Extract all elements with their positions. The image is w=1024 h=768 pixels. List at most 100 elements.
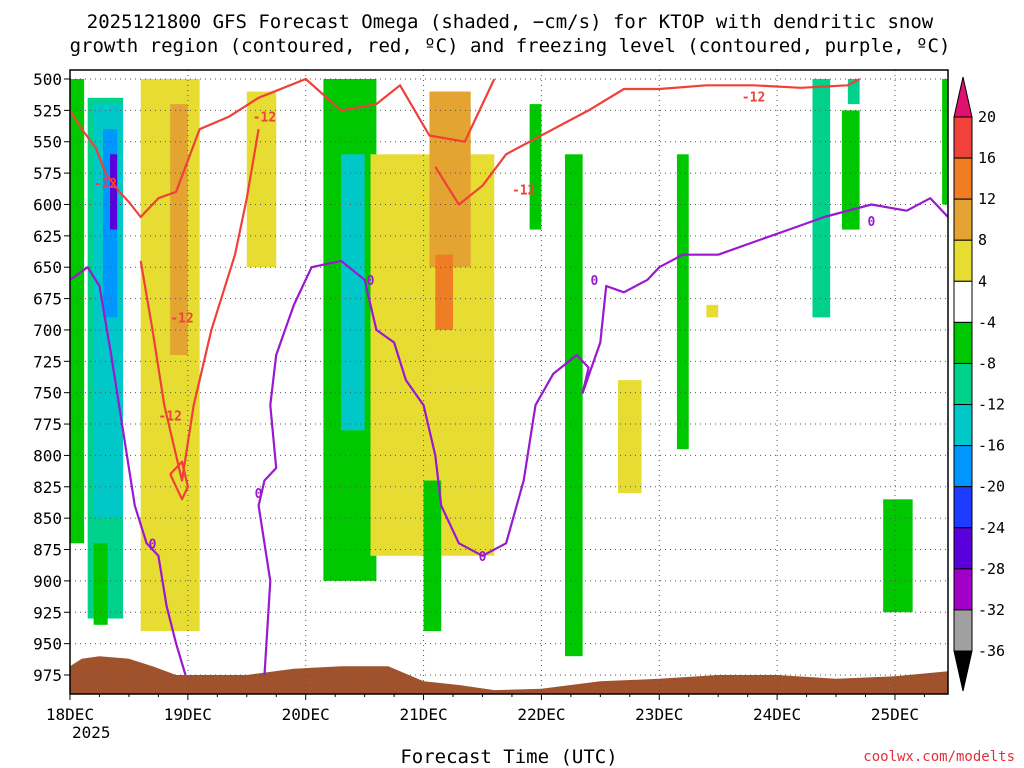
plot-area: -12 -12 -12 -12 -12 -12 0 0 0 0 0 0 (69, 69, 949, 695)
contour-label: 0 (255, 487, 263, 502)
colorbar: 20 16 12 8 4 -4 -8 -12 -16 -20 -24 -28 -32 -36 (953, 76, 1005, 692)
contour-label: -12 (94, 177, 117, 192)
omega-region-15 (529, 104, 542, 230)
colorbar-bin (953, 116, 973, 159)
omega-region-14 (423, 480, 442, 632)
contour-label: 0 (867, 215, 875, 230)
gridlines (70, 70, 948, 694)
y-tick-label: 950 (33, 635, 62, 654)
omega-region-19 (812, 79, 831, 318)
x-tick-label: 21DEC (399, 705, 447, 724)
contour-label: 0 (367, 274, 375, 289)
omega-region-22 (883, 499, 913, 613)
omega-region-8 (246, 91, 277, 268)
colorbar-bin (953, 321, 973, 364)
y-tick-label: 825 (33, 478, 62, 497)
omega-shading (70, 79, 948, 657)
x-tick-label: 25DEC (871, 705, 919, 724)
x-tick-label: 20DEC (282, 705, 330, 724)
colorbar-bin (953, 486, 973, 529)
colorbar-label: 4 (978, 272, 987, 290)
red-contour-0 (70, 77, 496, 219)
colorbar-label: 20 (978, 108, 996, 126)
red-contour-2 (139, 129, 260, 482)
y-tick-label: 900 (33, 572, 62, 591)
omega-region-13 (435, 254, 454, 330)
y-tick-label: 500 (33, 70, 62, 89)
x-tick-label: 19DEC (164, 705, 212, 724)
colorbar-bin (953, 568, 973, 611)
y-tick-label: 575 (33, 164, 62, 183)
colorbar-label: -16 (978, 437, 1005, 455)
y-tick-label: 550 (33, 133, 62, 152)
colorbar-label: -4 (978, 313, 996, 331)
contour-label: -12 (158, 409, 181, 424)
y-tick-label: 625 (33, 227, 62, 246)
y-tick-label: 700 (33, 321, 62, 340)
omega-region-17 (618, 380, 642, 494)
chart-title-line-2: growth region (contoured, red, ºC) and f… (70, 35, 951, 57)
dendritic-growth-contours: -12 -12 -12 -12 -12 -12 (70, 77, 861, 501)
colorbar-label: -28 (978, 560, 1005, 578)
y-tick-label: 800 (33, 446, 62, 465)
chart-title-line-1: 2025121800 GFS Forecast Omega (shaded, −… (87, 11, 934, 33)
y-tick-label: 925 (33, 603, 62, 622)
y-tick-label: 675 (33, 290, 62, 309)
omega-region-20 (847, 79, 860, 105)
y-tick-label: 775 (33, 415, 62, 434)
colorbar-bin (953, 362, 973, 406)
colorbar-bin (953, 280, 973, 323)
colorbar-bin (953, 157, 973, 200)
colorbar-bin (953, 609, 973, 652)
contour-label: -12 (170, 311, 193, 326)
y-tick-label: 750 (33, 384, 62, 403)
y-tick-label: 525 (33, 101, 62, 120)
contour-label: 0 (591, 274, 599, 289)
x-tick-label: 23DEC (635, 705, 683, 724)
x-axis-label: Forecast Time (UTC) (400, 746, 617, 768)
colorbar-label: -36 (978, 642, 1005, 660)
colorbar-label: -20 (978, 478, 1005, 496)
colorbar-label: -12 (978, 396, 1005, 414)
terrain-fill (70, 656, 948, 694)
colorbar-label: 12 (978, 190, 996, 208)
omega-region-5 (93, 543, 108, 625)
colorbar-label: 8 (978, 231, 987, 249)
colorbar-label: -32 (978, 601, 1005, 619)
colorbar-bottom-arrow (953, 650, 973, 692)
contour-label: 0 (479, 550, 487, 565)
contour-label: -12 (512, 183, 535, 198)
colorbar-bin (953, 445, 973, 488)
red-contour-3 (169, 460, 189, 501)
y-tick-label: 600 (33, 195, 62, 214)
colorbar-bin (953, 527, 973, 570)
x-tick-label: 18DEC (46, 705, 94, 724)
colorbar-bin (953, 404, 973, 447)
y-tick-label: 650 (33, 258, 62, 277)
purple-contour-0 (70, 266, 187, 676)
x-first-tick-year: 2025 (72, 723, 111, 742)
plot-frame (69, 69, 949, 695)
purple-contour-1 (257, 197, 948, 676)
freezing-level-contours: 0 0 0 0 0 0 (70, 197, 948, 676)
omega-region-21 (841, 110, 860, 230)
colorbar-label: -8 (978, 354, 996, 372)
colorbar-label: 16 (978, 149, 996, 167)
omega-region-12 (429, 91, 471, 268)
x-tick-label: 22DEC (517, 705, 565, 724)
contour-label: -12 (742, 91, 765, 106)
omega-region-18 (676, 154, 689, 450)
omega-region-16 (564, 154, 583, 657)
credit-text: coolwx.com/modelts (863, 749, 1015, 765)
omega-region-7 (170, 104, 188, 356)
omega-region-0 (70, 79, 85, 544)
contour-label: 0 (149, 537, 157, 552)
colorbar-bin (953, 239, 973, 282)
omega-region-10 (341, 154, 365, 431)
y-tick-label: 725 (33, 352, 62, 371)
y-tick-label: 975 (33, 666, 62, 685)
contour-label: -12 (253, 111, 276, 126)
colorbar-label: -24 (978, 519, 1005, 537)
x-axis: 18DEC 19DEC 20DEC 21DEC 22DEC 23DEC 24DEC 25DEC (46, 694, 925, 724)
